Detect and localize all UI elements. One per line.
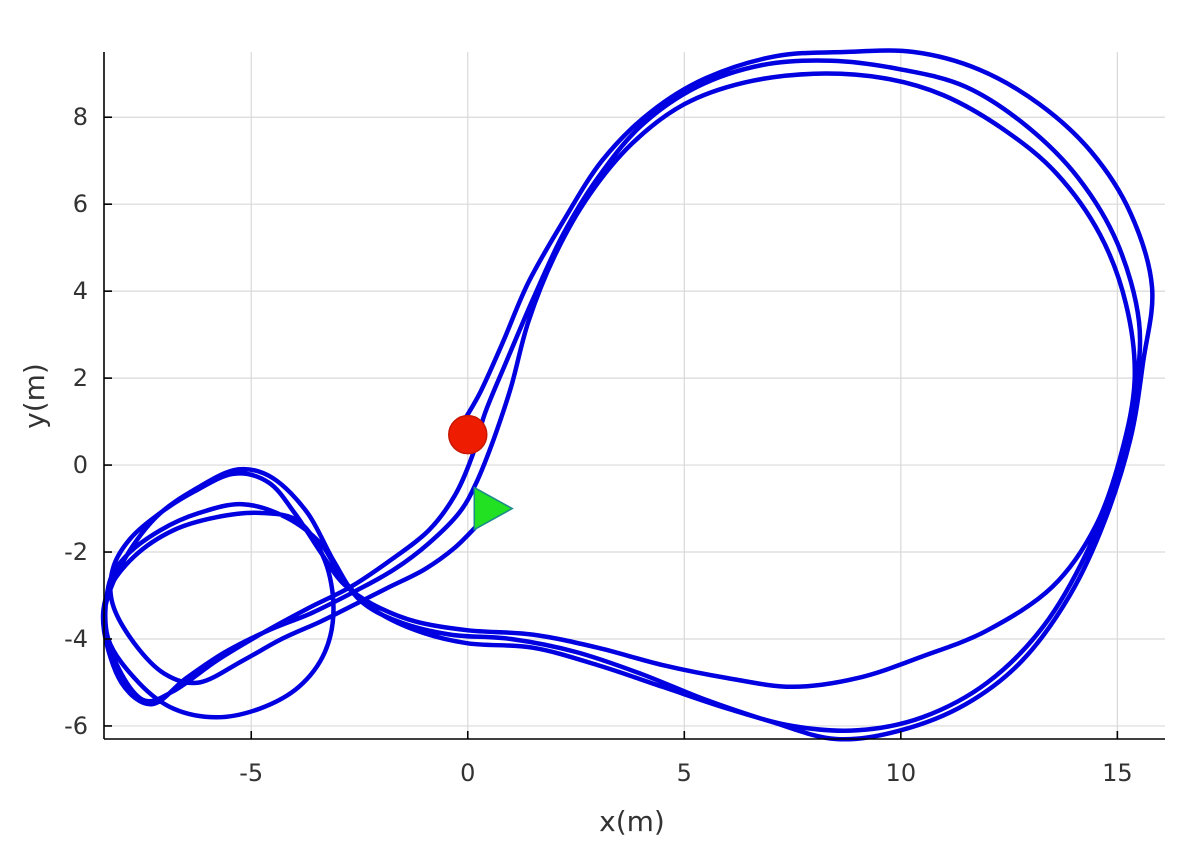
y-tick-label: -6	[64, 712, 88, 740]
axes	[103, 52, 1165, 740]
y-tick-label: -4	[64, 625, 88, 653]
y-tick-label: 0	[73, 451, 88, 479]
x-tick-label: 5	[677, 759, 692, 787]
series-layer	[100, 48, 1155, 742]
start-marker	[473, 486, 514, 531]
y-axis-label: y(m)	[18, 363, 51, 429]
grid	[104, 52, 1165, 739]
y-tick-label: 2	[73, 364, 88, 392]
y-tick-label: 8	[73, 103, 88, 131]
x-tick-label: 0	[460, 759, 475, 787]
trajectory-line	[100, 48, 1155, 742]
x-tick-label: 10	[886, 759, 917, 787]
y-tick-label: -2	[64, 538, 88, 566]
x-tick-label: -5	[239, 759, 263, 787]
x-tick-label: 15	[1102, 759, 1133, 787]
x-axis-label: x(m)	[599, 805, 665, 838]
marker-layer	[448, 414, 514, 531]
y-tick-label: 4	[73, 277, 88, 305]
tick-labels: -5 0 5 10 15 -6 -4 -2 0 2 4 6 8	[64, 103, 1133, 787]
y-tick-label: 6	[73, 190, 88, 218]
end-marker	[448, 414, 488, 455]
